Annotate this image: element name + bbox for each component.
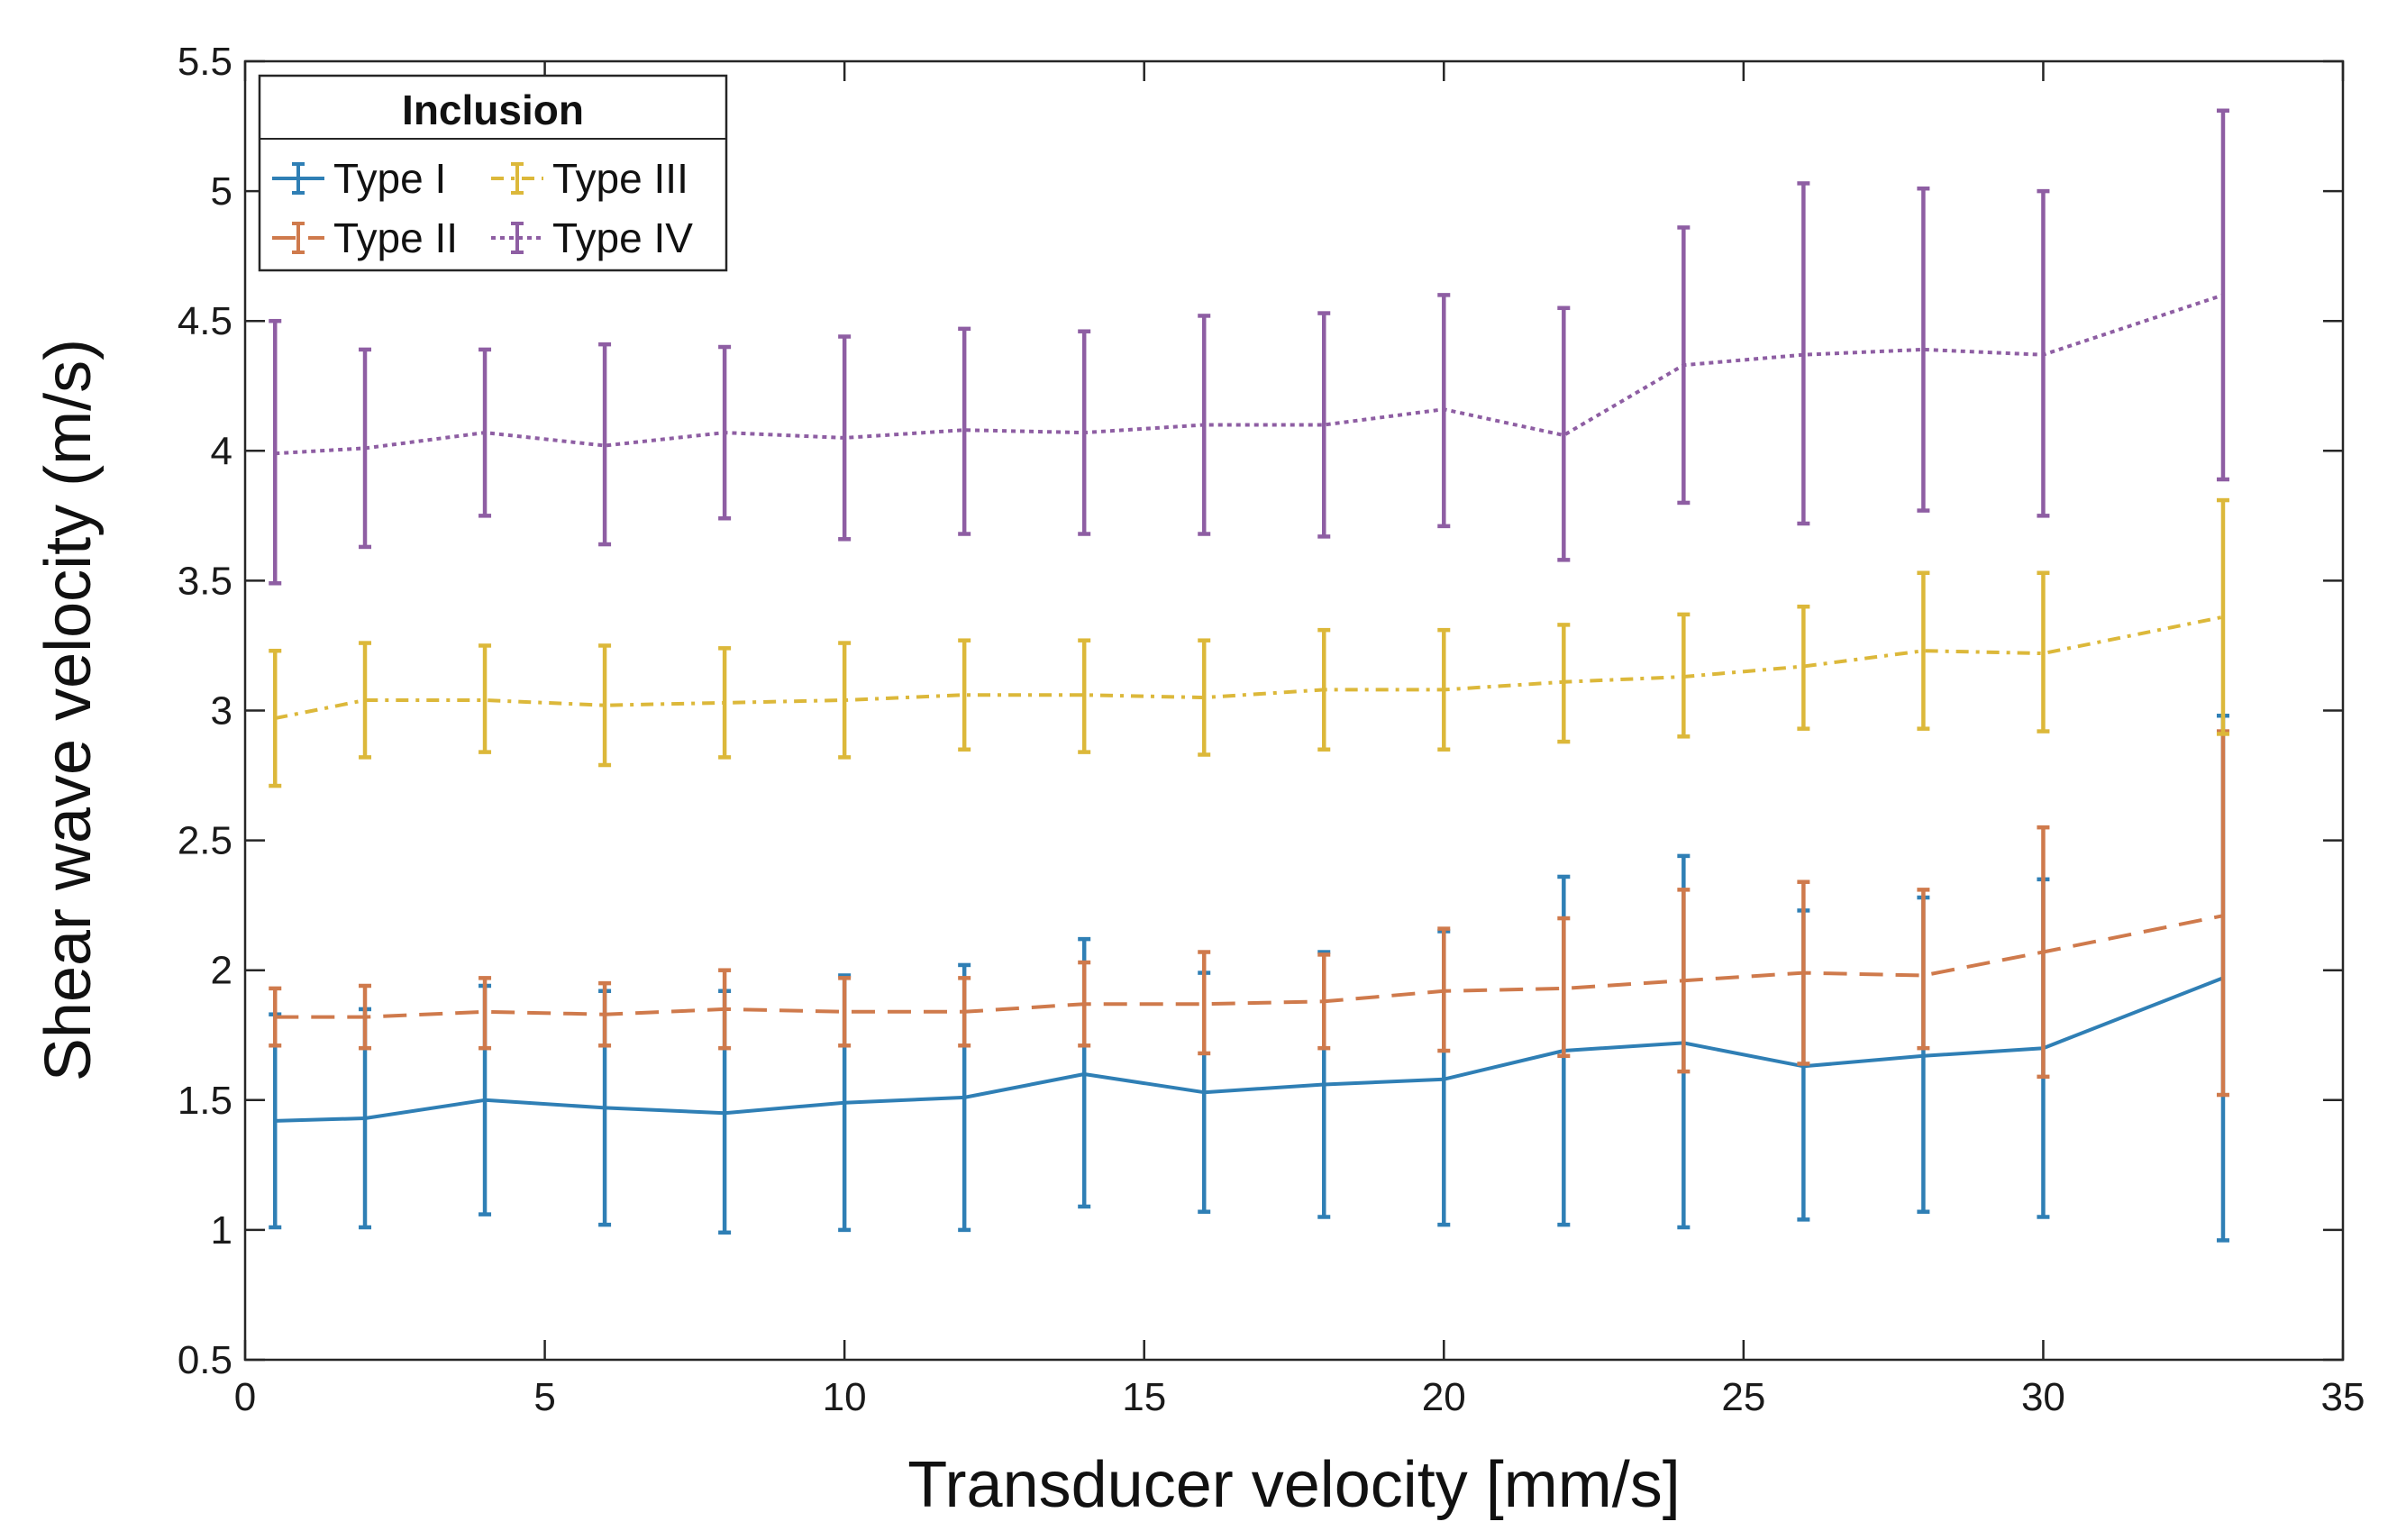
y-axis-label: Shear wave velocity (m/s)	[32, 339, 105, 1081]
y-tick-label: 1.5	[178, 1079, 232, 1123]
legend-item-type-i: Type I	[272, 155, 446, 202]
y-tick-label: 2.5	[178, 819, 232, 863]
series-type-iii	[269, 497, 2229, 788]
y-tick-label: 5.5	[178, 40, 232, 84]
y-tick-label: 2	[211, 949, 232, 993]
x-tick-label: 10	[823, 1375, 867, 1419]
series-line	[275, 914, 2224, 1019]
x-tick-label: 20	[1422, 1375, 1466, 1419]
y-tick-label: 4.5	[178, 299, 232, 343]
legend-item-type-iii: Type III	[491, 155, 688, 202]
x-tick-label: 15	[1122, 1375, 1166, 1419]
series-line	[274, 615, 2224, 721]
legend: Inclusion Type I Type II Type III Type IV	[258, 74, 728, 272]
legend-item-type-ii: Type II	[272, 214, 458, 261]
series-line	[275, 293, 2224, 456]
legend-item-type-iv: Type IV	[491, 214, 693, 261]
legend-label: Type IV	[552, 214, 693, 261]
y-tick-label: 0.5	[178, 1338, 232, 1382]
legend-title: Inclusion	[402, 87, 584, 133]
y-tick-label: 5	[211, 169, 232, 214]
x-axis-label: Transducer velocity [mm/s]	[907, 1449, 1681, 1521]
x-tick-label: 25	[1721, 1375, 1765, 1419]
legend-label: Type II	[333, 214, 458, 261]
y-tick-label: 1	[211, 1208, 232, 1253]
series-line	[275, 976, 2224, 1123]
y-tick-label: 4	[211, 429, 232, 473]
legend-entries: Type I Type II Type III Type IV	[272, 155, 693, 261]
x-tick-label: 35	[2321, 1375, 2365, 1419]
tick-labels: 0 5 10 15 20 25 30 35 0.5 1 1.5 2 2.5 3 3.5 4 4.5 5 5.5	[178, 40, 2365, 1419]
y-tick-label: 3.5	[178, 559, 232, 603]
plot-background	[245, 61, 2343, 1360]
series-type-iv	[269, 108, 2229, 586]
legend-label: Type III	[552, 155, 688, 202]
legend-label: Type I	[333, 155, 446, 202]
y-tick-label: 3	[211, 689, 232, 734]
plot-frame	[243, 59, 2345, 1362]
series-layer	[269, 108, 2229, 1243]
x-tick-label: 30	[2021, 1375, 2065, 1419]
x-tick-label: 5	[533, 1375, 555, 1419]
series-type-ii	[269, 729, 2229, 1098]
x-tick-label: 0	[234, 1375, 256, 1419]
